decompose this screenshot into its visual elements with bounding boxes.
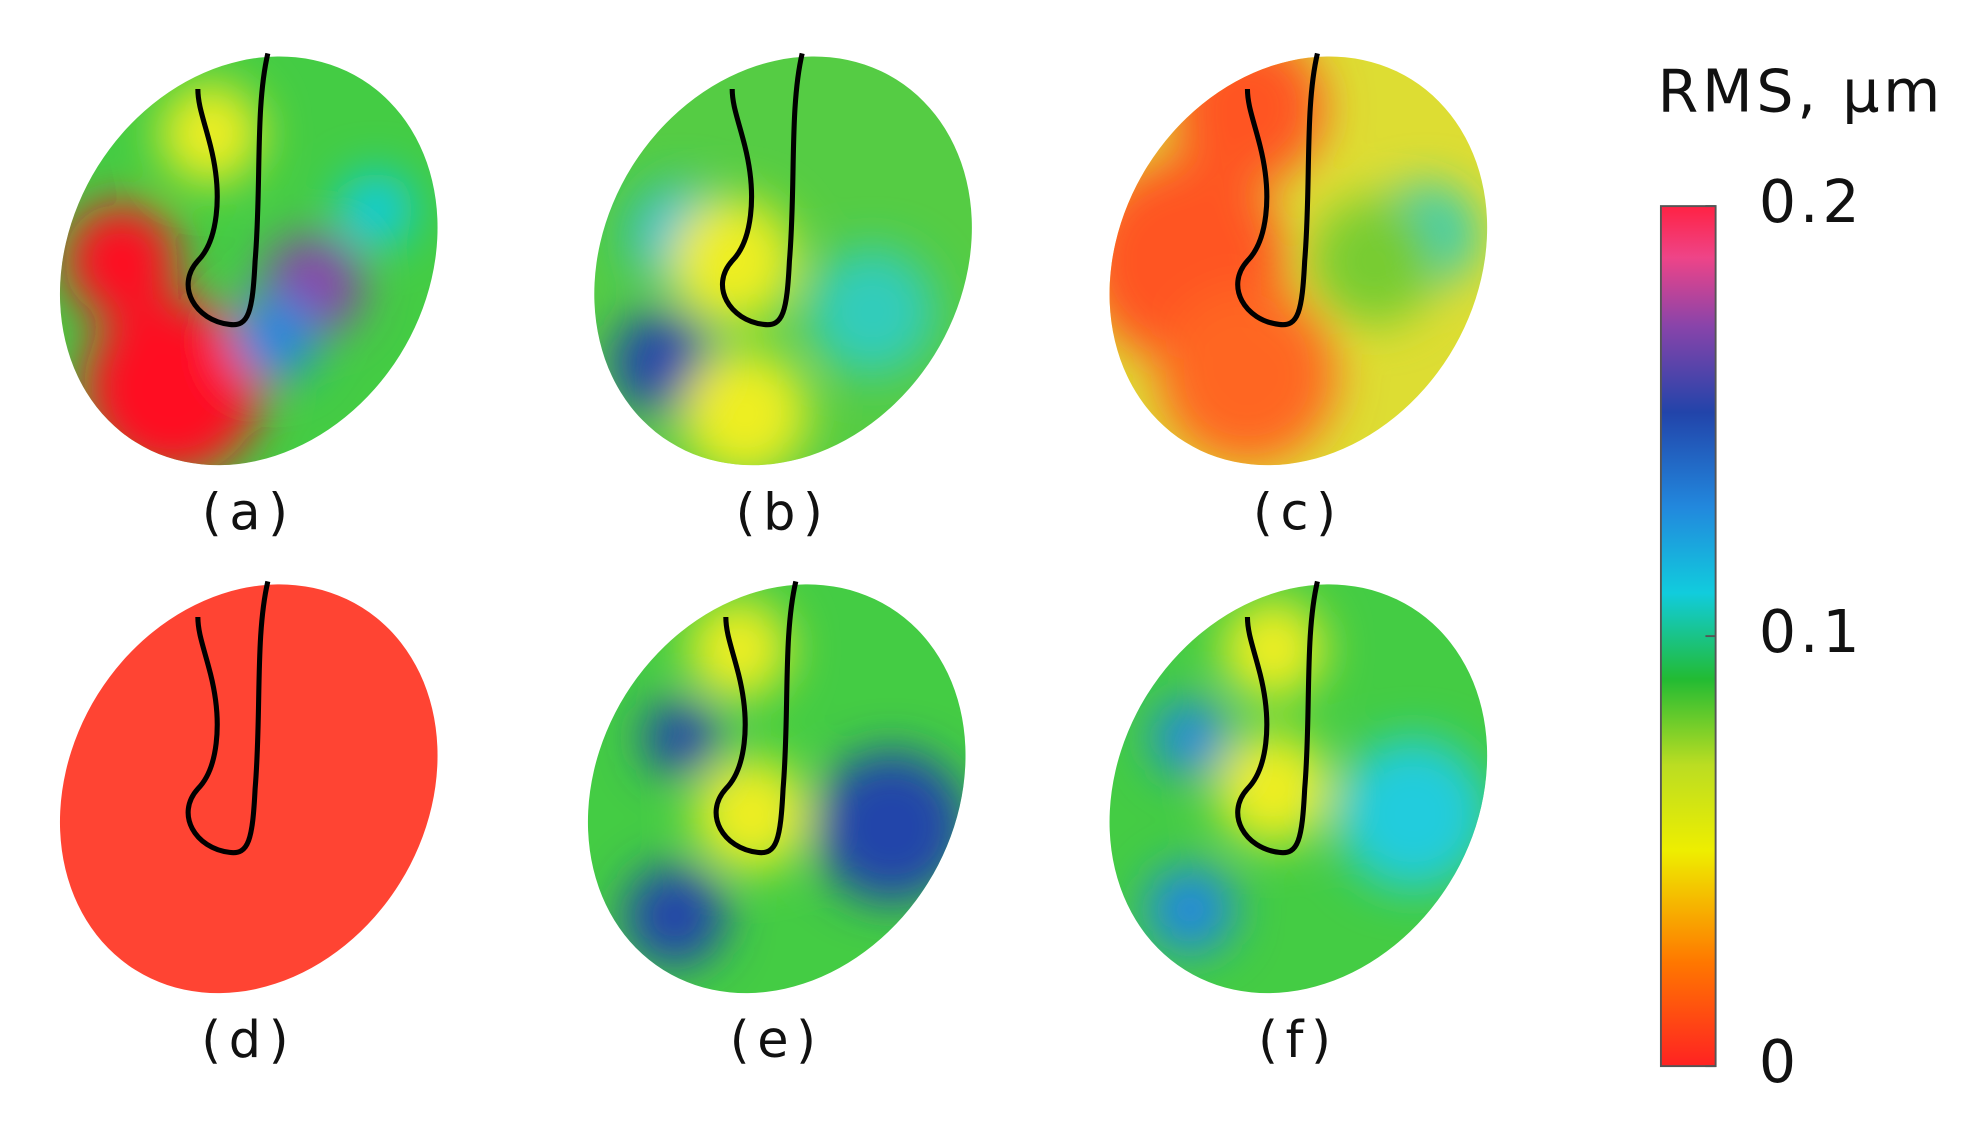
heatmap-blob — [83, 298, 262, 478]
panel-label: (f) — [1258, 1010, 1339, 1069]
heatmap-blob — [624, 865, 726, 967]
heatmap-blob — [1145, 865, 1235, 955]
heatmap — [0, 534, 504, 1044]
heatmap-panel — [0, 534, 504, 1044]
heatmap-blob — [1215, 731, 1331, 847]
heatmap-blob — [694, 756, 809, 872]
heatmap-blob — [808, 248, 936, 376]
heatmap-blob — [814, 750, 968, 904]
heatmap-base — [0, 534, 504, 1044]
colorbar-tick-label: 0.2 — [1759, 168, 1864, 236]
colorbar-title: RMS, μm — [1658, 58, 1944, 126]
heatmap — [1043, 534, 1553, 1044]
heatmap-blobs — [624, 597, 968, 967]
heatmap — [528, 6, 1038, 516]
heatmap-blob — [159, 82, 262, 185]
heatmap-blob — [64, 203, 179, 319]
panel-label: (b) — [736, 482, 831, 541]
heatmap-blob — [1158, 286, 1337, 465]
heatmap-blob — [1171, 31, 1324, 185]
panel-label: (d) — [201, 1010, 296, 1069]
heatmap-blob — [681, 349, 809, 478]
heatmap — [1043, 6, 1553, 516]
heatmap-panel — [528, 6, 1038, 516]
panel-label: (c) — [1253, 482, 1344, 541]
heatmap-blobs — [1082, 31, 1477, 465]
heatmap-blob — [1152, 699, 1229, 777]
heatmap-blob — [687, 597, 790, 700]
heatmap-panel — [1043, 534, 1553, 1044]
heatmap-panel — [522, 534, 1032, 1044]
heatmap-panel — [0, 6, 504, 516]
heatmap-blobs — [64, 82, 415, 478]
heatmap-blob — [229, 292, 319, 382]
heatmap-blob — [1336, 737, 1490, 891]
heatmap — [0, 6, 504, 516]
colorbar-tick-label: 0 — [1759, 1028, 1800, 1096]
panel-label: (a) — [202, 482, 296, 541]
heatmap-blob — [1311, 197, 1439, 325]
heatmap-panel — [1043, 6, 1553, 516]
colorbar-tick-label: 0.1 — [1759, 598, 1864, 666]
heatmap — [522, 534, 1032, 1044]
heatmap-blob — [337, 171, 415, 249]
panel-label: (e) — [730, 1010, 824, 1069]
heatmap-blob — [643, 699, 720, 777]
heatmap-blobs — [611, 184, 936, 478]
